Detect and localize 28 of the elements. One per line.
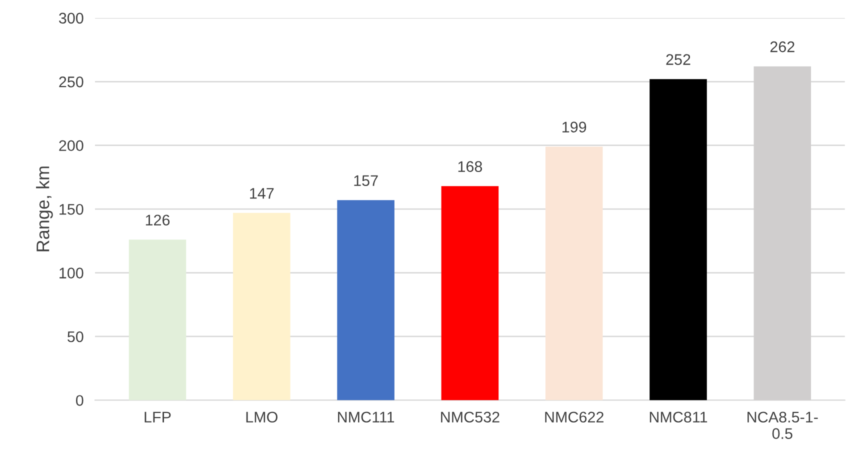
data-label: 157 <box>354 175 378 186</box>
x-tick-label: LFP <box>144 412 171 422</box>
y-tick-label: 150 <box>60 204 84 215</box>
x-tick-label: LMO <box>246 412 278 423</box>
x-tick-label: NMC811 <box>650 412 708 423</box>
y-tick-label: 250 <box>59 76 84 88</box>
x-tick-label: NMC622 <box>545 412 604 423</box>
data-label: 199 <box>562 122 586 133</box>
data-label: 262 <box>770 41 794 52</box>
x-tick-label: NMC532 <box>441 412 500 423</box>
data-label: 168 <box>458 161 482 172</box>
y-tick-label: 0 <box>76 395 84 406</box>
data-label: 252 <box>666 54 690 65</box>
y-tick-label: 200 <box>59 140 84 152</box>
y-tick-label: 300 <box>59 12 84 24</box>
bar <box>650 79 707 400</box>
y-tick-label: 100 <box>60 268 84 278</box>
data-label: 147 <box>250 188 274 199</box>
x-tick-label: NMC111 <box>338 412 394 423</box>
bar <box>441 186 499 400</box>
bar <box>233 212 290 400</box>
y-axis-title: Range, km <box>36 166 53 252</box>
bar <box>337 200 394 400</box>
bar <box>545 146 603 400</box>
x-tick-label: NCA8.5-1-0.5 <box>748 412 818 439</box>
data-label: 126 <box>146 214 170 226</box>
bar <box>128 240 186 400</box>
y-tick-label: 50 <box>68 331 84 342</box>
